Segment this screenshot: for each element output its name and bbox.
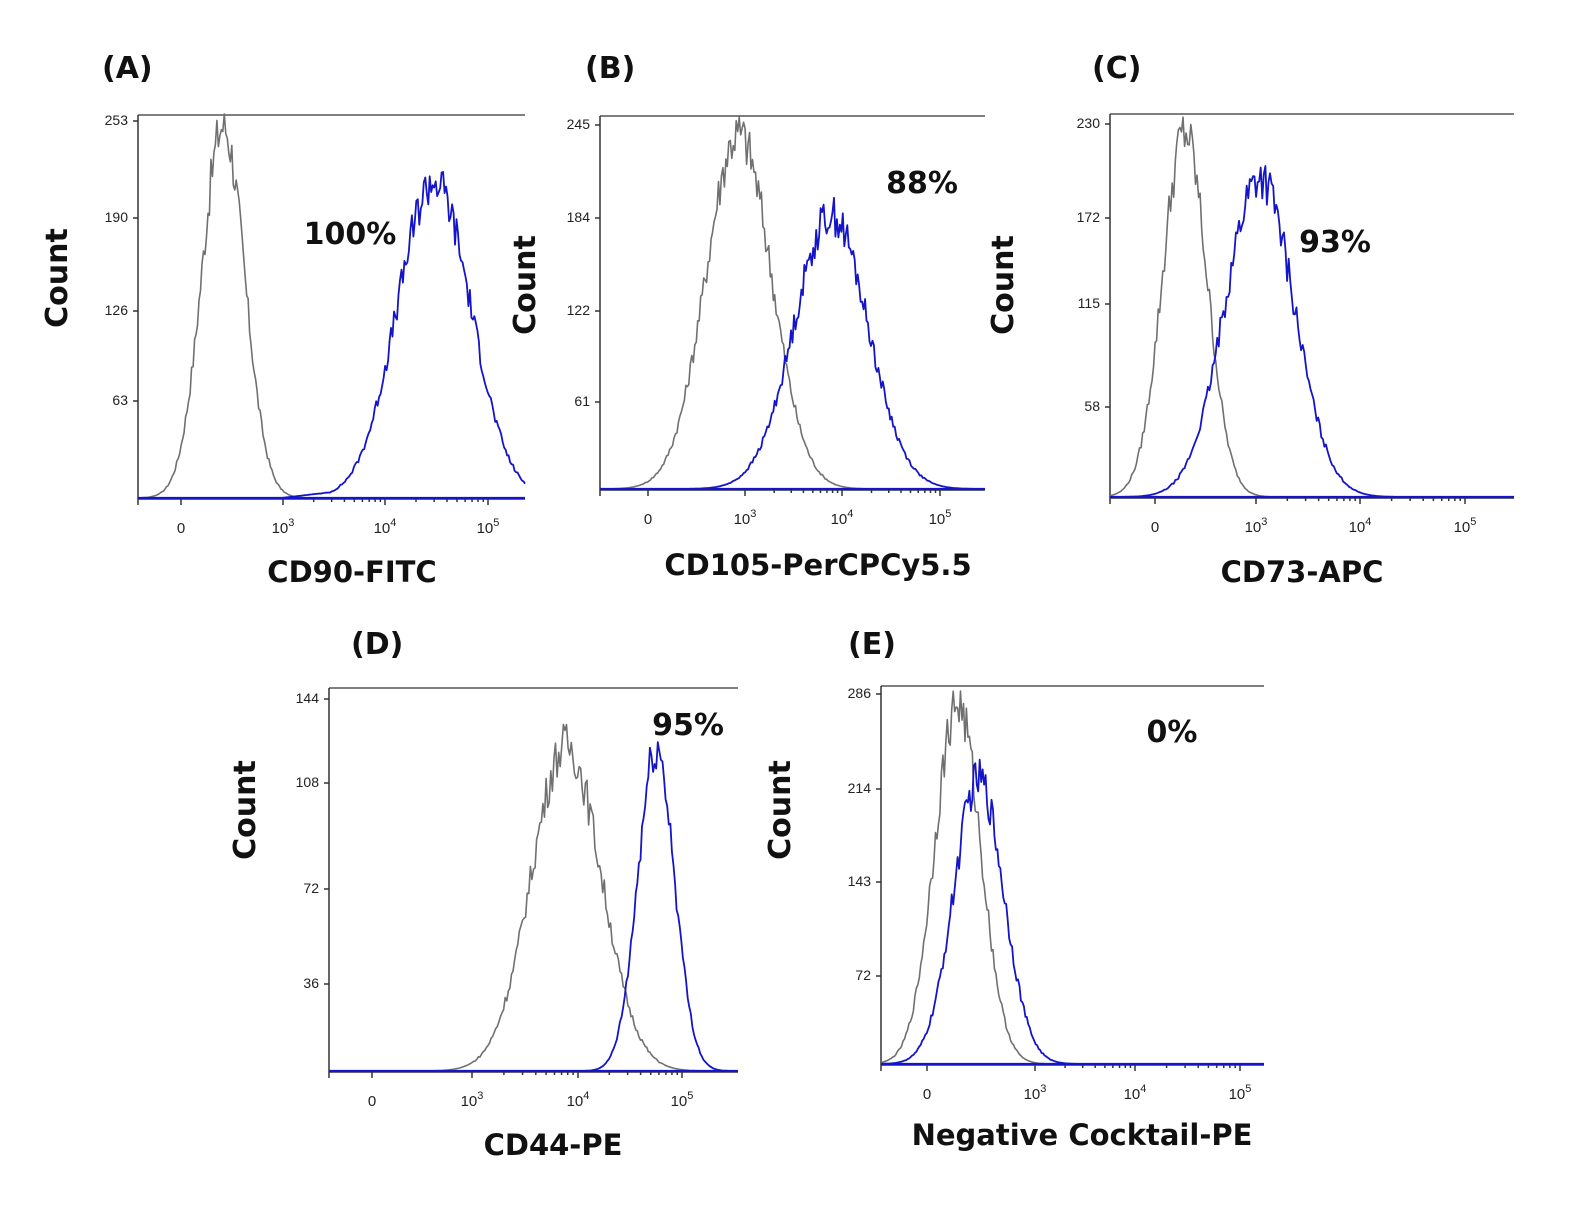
panel-letter: (A) bbox=[102, 51, 153, 86]
x-tick-label: 104 bbox=[374, 517, 397, 537]
y-tick-label: 126 bbox=[105, 302, 129, 318]
x-tick-label: 105 bbox=[929, 508, 952, 528]
x-tick-label: 103 bbox=[461, 1090, 484, 1110]
y-axis-label: Count bbox=[986, 235, 1021, 335]
percent-positive-label: 93% bbox=[1299, 225, 1371, 260]
x-tick-label: 105 bbox=[1454, 516, 1477, 536]
x-axis-label: CD44-PE bbox=[484, 1128, 623, 1162]
y-axis-label: Count bbox=[763, 760, 798, 860]
y-axis-label: Count bbox=[40, 228, 75, 328]
y-tick-label: 61 bbox=[574, 393, 590, 409]
stained-histogram bbox=[880, 758, 1264, 1065]
x-tick-label: 105 bbox=[1229, 1083, 1252, 1103]
x-tick-label: 0 bbox=[923, 1086, 931, 1103]
percent-positive-label: 95% bbox=[652, 708, 724, 743]
histogram-panel-c: (C) 58 115 172 230 0 103 104 105 Count CD73-APC 93% bbox=[986, 51, 1514, 589]
panel-letter: (C) bbox=[1092, 51, 1141, 86]
y-tick-label: 72 bbox=[855, 967, 871, 983]
percent-positive-label: 0% bbox=[1147, 715, 1198, 750]
x-tick-label: 0 bbox=[177, 520, 185, 537]
y-tick-label: 115 bbox=[1078, 295, 1101, 311]
x-axis-label: CD105-PerCPCy5.5 bbox=[664, 548, 971, 582]
y-tick-label: 245 bbox=[567, 116, 591, 132]
y-tick-label: 184 bbox=[567, 209, 591, 225]
x-tick-label: 104 bbox=[567, 1090, 590, 1110]
y-tick-label: 253 bbox=[105, 112, 129, 128]
x-tick-label: 103 bbox=[272, 517, 295, 537]
x-tick-label: 103 bbox=[1024, 1083, 1047, 1103]
x-tick-label: 0 bbox=[644, 511, 652, 528]
x-tick-label: 103 bbox=[734, 508, 757, 528]
x-axis-label: Negative Cocktail-PE bbox=[912, 1118, 1253, 1152]
y-tick-label: 36 bbox=[303, 975, 319, 991]
stained-histogram bbox=[600, 196, 985, 490]
panel-letter: (B) bbox=[585, 51, 635, 86]
histogram-panel-a: (A) 63 126 190 253 0 103 104 105 Count CD90-FITC 10… bbox=[40, 51, 526, 589]
panel-letter: (D) bbox=[351, 627, 403, 662]
x-tick-label: 105 bbox=[477, 517, 500, 537]
y-tick-label: 190 bbox=[105, 209, 129, 225]
panel-letter: (E) bbox=[848, 627, 896, 662]
y-tick-label: 122 bbox=[567, 302, 591, 318]
y-tick-label: 230 bbox=[1077, 115, 1101, 131]
y-tick-label: 172 bbox=[1077, 209, 1101, 225]
y-tick-label: 58 bbox=[1084, 398, 1100, 414]
y-tick-label: 72 bbox=[303, 880, 319, 896]
y-axis-label: Count bbox=[228, 760, 263, 860]
x-axis-label: CD90-FITC bbox=[267, 555, 436, 589]
x-tick-label: 105 bbox=[671, 1090, 694, 1110]
y-tick-label: 63 bbox=[112, 392, 128, 408]
percent-positive-label: 100% bbox=[304, 217, 397, 252]
y-tick-label: 144 bbox=[296, 690, 320, 706]
x-tick-label: 0 bbox=[1151, 519, 1159, 536]
stained-histogram bbox=[1110, 165, 1514, 498]
y-tick-label: 143 bbox=[848, 873, 872, 889]
stained-histogram bbox=[329, 741, 738, 1072]
y-axis-label: Count bbox=[508, 235, 543, 335]
control-histogram bbox=[1109, 116, 1514, 498]
x-tick-label: 104 bbox=[831, 508, 854, 528]
histogram-panel-b: (B) 61 122 184 245 0 103 104 105 Count CD105-PerCP… bbox=[508, 51, 985, 582]
x-axis-label: CD73-APC bbox=[1221, 555, 1384, 589]
x-tick-label: 0 bbox=[368, 1093, 376, 1110]
control-histogram bbox=[880, 690, 1264, 1065]
x-tick-label: 103 bbox=[1245, 516, 1268, 536]
control-histogram bbox=[137, 113, 525, 499]
histogram-panel-e: (E) 72 143 214 286 0 103 104 105 Count Negative Co… bbox=[763, 627, 1264, 1152]
y-tick-label: 108 bbox=[296, 774, 320, 790]
y-tick-label: 286 bbox=[848, 685, 872, 701]
histogram-panel-d: (D) 36 72 108 144 0 103 104 105 Count CD44-PE 95% bbox=[228, 627, 738, 1162]
y-tick-label: 214 bbox=[848, 780, 872, 796]
percent-positive-label: 88% bbox=[886, 166, 958, 201]
x-tick-label: 104 bbox=[1349, 516, 1372, 536]
x-tick-label: 104 bbox=[1124, 1083, 1147, 1103]
